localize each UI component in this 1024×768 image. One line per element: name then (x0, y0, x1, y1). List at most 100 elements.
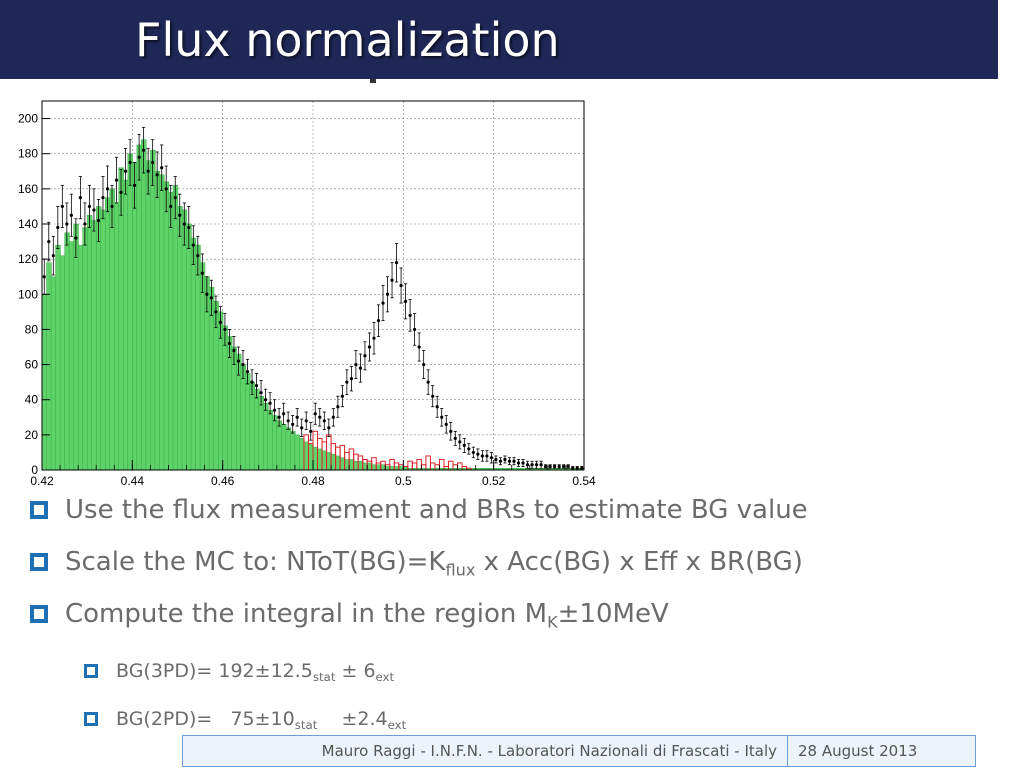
marker (413, 327, 417, 332)
data-point (309, 422, 313, 441)
bullet-text: Compute the integral in the region MK±10… (65, 599, 669, 632)
marker (471, 450, 475, 455)
marker (232, 348, 236, 353)
marker (426, 380, 430, 384)
data-point (277, 408, 281, 427)
x-tick-label: 0.46 (211, 474, 235, 488)
data-point (273, 399, 277, 422)
data-point (142, 126, 146, 174)
data-point (178, 193, 182, 237)
data-point (525, 460, 530, 469)
data-point (485, 450, 489, 462)
marker (575, 466, 579, 470)
data-point (354, 350, 358, 380)
marker (340, 394, 344, 398)
marker (178, 213, 182, 217)
data-point (137, 133, 141, 181)
mc-bar (177, 206, 183, 471)
marker (525, 463, 530, 467)
mc-bar (249, 381, 255, 471)
data-point (530, 460, 534, 469)
marker (557, 464, 561, 469)
mc-bar (73, 223, 79, 471)
marker (489, 456, 494, 460)
marker (494, 457, 498, 462)
bullet-text-part: BG(2PD)= 75±10 (116, 708, 295, 730)
data-point (476, 448, 480, 460)
marker (60, 204, 64, 209)
marker (96, 218, 101, 223)
subscript: ext (387, 718, 407, 733)
data-point (399, 267, 403, 304)
data-point (263, 388, 268, 411)
data-point (534, 460, 539, 469)
marker (399, 283, 403, 288)
x-tick-label: 0.5 (395, 474, 412, 488)
marker (132, 183, 137, 187)
marker (69, 213, 73, 217)
mc-bar (240, 364, 246, 471)
marker (476, 452, 480, 456)
marker (408, 313, 412, 317)
data-point (74, 218, 78, 258)
slide-footer: Mauro Raggi - I.N.F.N. - Laboratori Nazi… (182, 735, 976, 767)
bullet-text-part: Scale the MC to: NToT(BG)=K (65, 547, 446, 577)
marker (123, 169, 128, 173)
mc-bar (276, 420, 282, 471)
x-tick-label: 0.42 (30, 474, 54, 488)
y-tick-label: 160 (18, 182, 38, 196)
data-point (494, 455, 498, 464)
marker (151, 160, 155, 165)
marker (205, 292, 209, 296)
mc-bar (267, 410, 273, 471)
x-tick-label: 0.44 (121, 474, 145, 488)
subscript: K (547, 612, 558, 632)
marker (254, 384, 259, 388)
data-point (544, 464, 548, 469)
mc-bar (181, 209, 188, 471)
y-tick-label: 200 (18, 112, 38, 126)
marker (273, 408, 277, 412)
y-tick-label: 80 (25, 322, 39, 336)
bullet-text-part: x Acc(BG) x Eff x BR(BG) (475, 547, 803, 577)
mc-bar (100, 209, 106, 471)
mc-bar (186, 223, 192, 471)
data-point (187, 206, 191, 250)
marker (263, 398, 268, 402)
marker (146, 169, 150, 173)
marker (155, 173, 159, 177)
data-point (173, 176, 177, 220)
sub-bullet-text: BG(2PD)= 75±10stat ±2.4ext (116, 708, 407, 733)
data-point (440, 408, 444, 427)
data-point (385, 276, 390, 313)
data-point (390, 262, 394, 299)
mc-bar (145, 160, 151, 471)
data-point (349, 365, 353, 392)
data-point (182, 202, 186, 246)
mc-bar (64, 232, 70, 471)
marker (83, 222, 87, 226)
title-bar: Flux normalization (0, 0, 998, 79)
marker (137, 155, 141, 159)
marker (160, 166, 164, 170)
data-point (218, 306, 223, 339)
data-point (336, 395, 340, 418)
marker (453, 436, 457, 440)
mc-bar (190, 237, 197, 471)
square-bullet-icon (84, 712, 98, 726)
marker (507, 459, 512, 463)
x-tick-label: 0.52 (482, 474, 506, 488)
data-point (498, 457, 503, 466)
marker (110, 204, 114, 209)
data-point (169, 184, 173, 228)
marker (304, 419, 308, 423)
data-point (282, 402, 286, 425)
marker (218, 320, 223, 324)
mc-bar (290, 431, 296, 471)
mc-bar (91, 220, 97, 471)
data-point (241, 350, 245, 380)
bullet-item: Scale the MC to: NToT(BG)=Kflux x Acc(BG… (30, 547, 803, 580)
data-point (304, 411, 308, 430)
subscript: flux (445, 560, 476, 580)
sub-bullet-item: BG(3PD)= 192±12.5stat ± 6ext (84, 660, 394, 683)
